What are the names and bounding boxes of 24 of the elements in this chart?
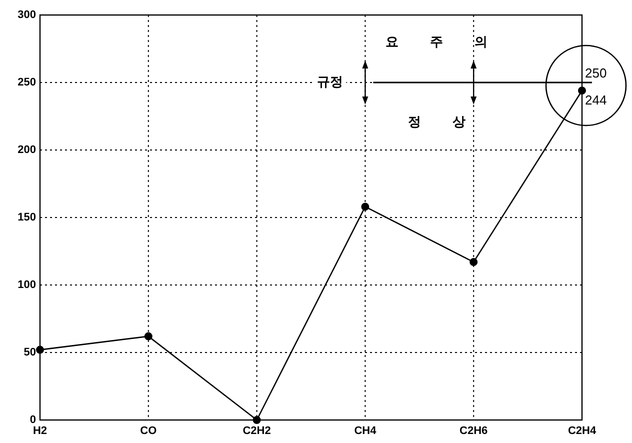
x-tick-label: C2H2 — [242, 425, 271, 437]
y-tick-label: 300 — [18, 8, 36, 21]
x-tick-label: CO — [140, 425, 158, 437]
x-tick-label: H2 — [32, 425, 48, 437]
x-tick-label: C2H4 — [568, 425, 597, 437]
annotation: 정 상 — [408, 114, 480, 129]
annotation: 요 주 의 — [385, 34, 502, 49]
annotation: 규정 — [317, 74, 344, 89]
y-tick-label: 0 — [30, 414, 36, 426]
point — [252, 416, 261, 424]
y-tick-label: 50 — [24, 346, 36, 358]
point — [361, 202, 370, 211]
x-tick-label: C2H6 — [460, 425, 488, 437]
point — [470, 258, 478, 266]
y-tick-label: 150 — [18, 211, 36, 224]
x-tick-label: CH4 — [354, 425, 378, 437]
ref-line-label: 250 — [585, 66, 607, 80]
y-tick-label: 100 — [18, 278, 36, 291]
y-tick-label: 250 — [18, 76, 36, 88]
annotation: 244 — [585, 92, 607, 108]
y-tick-label: 200 — [18, 144, 36, 156]
point — [578, 86, 586, 95]
point — [144, 332, 152, 340]
point — [36, 346, 44, 354]
